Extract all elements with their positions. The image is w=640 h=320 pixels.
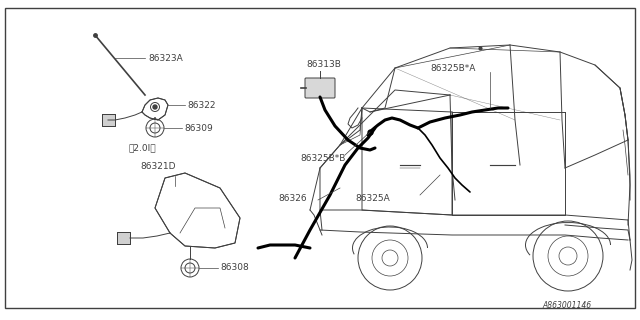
Text: 86325B*A: 86325B*A (430, 63, 476, 73)
Text: 86325A: 86325A (355, 194, 390, 203)
Text: 86322: 86322 (187, 100, 216, 109)
FancyBboxPatch shape (305, 78, 335, 98)
Text: 86321D: 86321D (140, 162, 175, 171)
Polygon shape (117, 232, 130, 244)
Text: 86325B*B: 86325B*B (300, 154, 346, 163)
Polygon shape (102, 114, 115, 126)
Text: 86326: 86326 (278, 194, 307, 203)
Text: 86323A: 86323A (148, 53, 183, 62)
Text: A863001146: A863001146 (542, 301, 591, 310)
Text: 86308: 86308 (220, 263, 249, 273)
Text: 〨2.0I〩: 〨2.0I〩 (128, 143, 156, 153)
Circle shape (153, 105, 157, 109)
Text: 86309: 86309 (184, 124, 212, 132)
Text: 86313B: 86313B (306, 60, 341, 69)
